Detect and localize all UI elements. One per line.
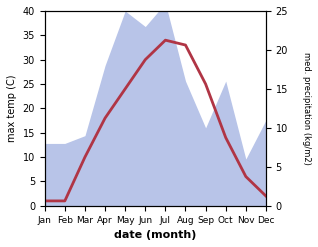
Y-axis label: med. precipitation (kg/m2): med. precipitation (kg/m2): [302, 52, 311, 165]
X-axis label: date (month): date (month): [114, 230, 197, 240]
Y-axis label: max temp (C): max temp (C): [7, 75, 17, 142]
